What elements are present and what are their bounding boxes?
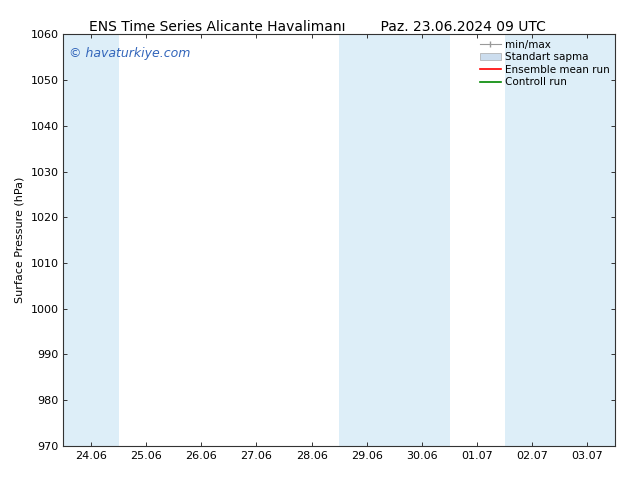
Bar [339, 34, 450, 446]
Legend: min/max, Standart sapma, Ensemble mean run, Controll run: min/max, Standart sapma, Ensemble mean r… [478, 37, 612, 89]
Text: © havaturkiye.com: © havaturkiye.com [69, 47, 190, 60]
Bar [63, 34, 119, 446]
Y-axis label: Surface Pressure (hPa): Surface Pressure (hPa) [15, 177, 25, 303]
Bar [505, 34, 615, 446]
Text: ENS Time Series Alicante Havalimanı        Paz. 23.06.2024 09 UTC: ENS Time Series Alicante Havalimanı Paz.… [89, 20, 545, 34]
